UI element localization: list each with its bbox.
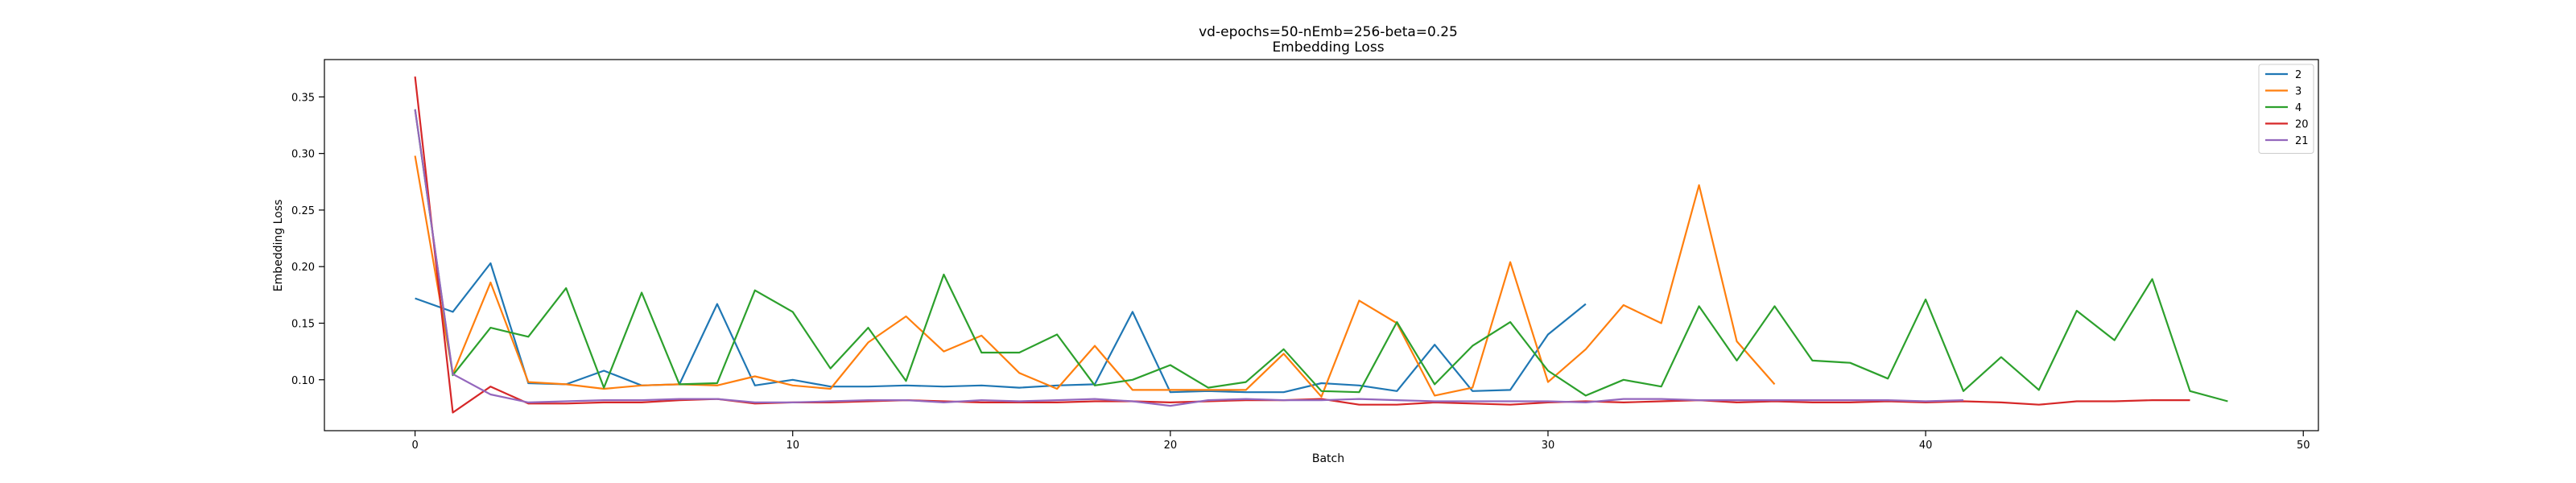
- y-axis: 0.10 0.15 0.20 0.25 0.30 0.35: [291, 92, 324, 387]
- x-tick-label: 30: [1542, 440, 1555, 452]
- series-line-2: [415, 262, 1587, 394]
- series-line-4: [414, 109, 2228, 402]
- x-tick-label: 40: [1919, 440, 1933, 452]
- x-tick-label: 20: [1164, 440, 1178, 452]
- chart-title: vd-epochs=50-nEmb=256-beta=0.25: [1199, 24, 1458, 40]
- legend-label: 3: [2295, 86, 2301, 98]
- series-line-3: [414, 155, 1776, 398]
- x-axis: 0 10 20 30 40 50: [411, 431, 2310, 452]
- y-tick-label: 0.25: [291, 205, 315, 217]
- y-tick-label: 0.35: [291, 92, 315, 104]
- chart-subtitle: Embedding Loss: [1272, 39, 1384, 56]
- legend-label: 4: [2295, 102, 2301, 114]
- x-tick-label: 50: [2297, 440, 2310, 452]
- legend-box: [2258, 64, 2314, 154]
- x-tick-label: 0: [411, 440, 418, 452]
- y-tick-label: 0.30: [291, 149, 315, 161]
- y-tick-label: 0.20: [291, 262, 315, 274]
- legend-label: 2: [2295, 69, 2301, 81]
- plot-area: [414, 76, 2228, 414]
- legend-label: 21: [2295, 135, 2309, 147]
- x-tick-label: 10: [786, 440, 799, 452]
- legend-label: 20: [2295, 119, 2309, 131]
- series-line-20: [414, 76, 2190, 414]
- series-line-21: [414, 109, 1964, 407]
- plot-frame: [324, 59, 2319, 431]
- y-axis-label: Embedding Loss: [272, 200, 285, 292]
- y-tick-label: 0.10: [291, 375, 315, 387]
- legend: 2 3 4 20 21: [2258, 64, 2314, 154]
- y-tick-label: 0.15: [291, 318, 315, 330]
- x-axis-label: Batch: [1312, 452, 1344, 465]
